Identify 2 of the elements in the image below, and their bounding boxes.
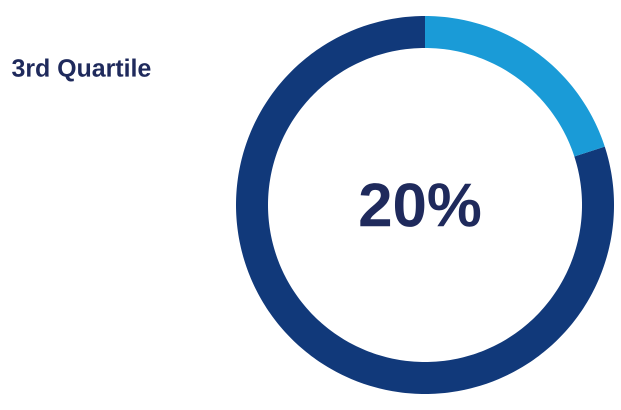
text: 20%	[360, 183, 480, 227]
text: 3rd Quartile	[12, 58, 150, 82]
